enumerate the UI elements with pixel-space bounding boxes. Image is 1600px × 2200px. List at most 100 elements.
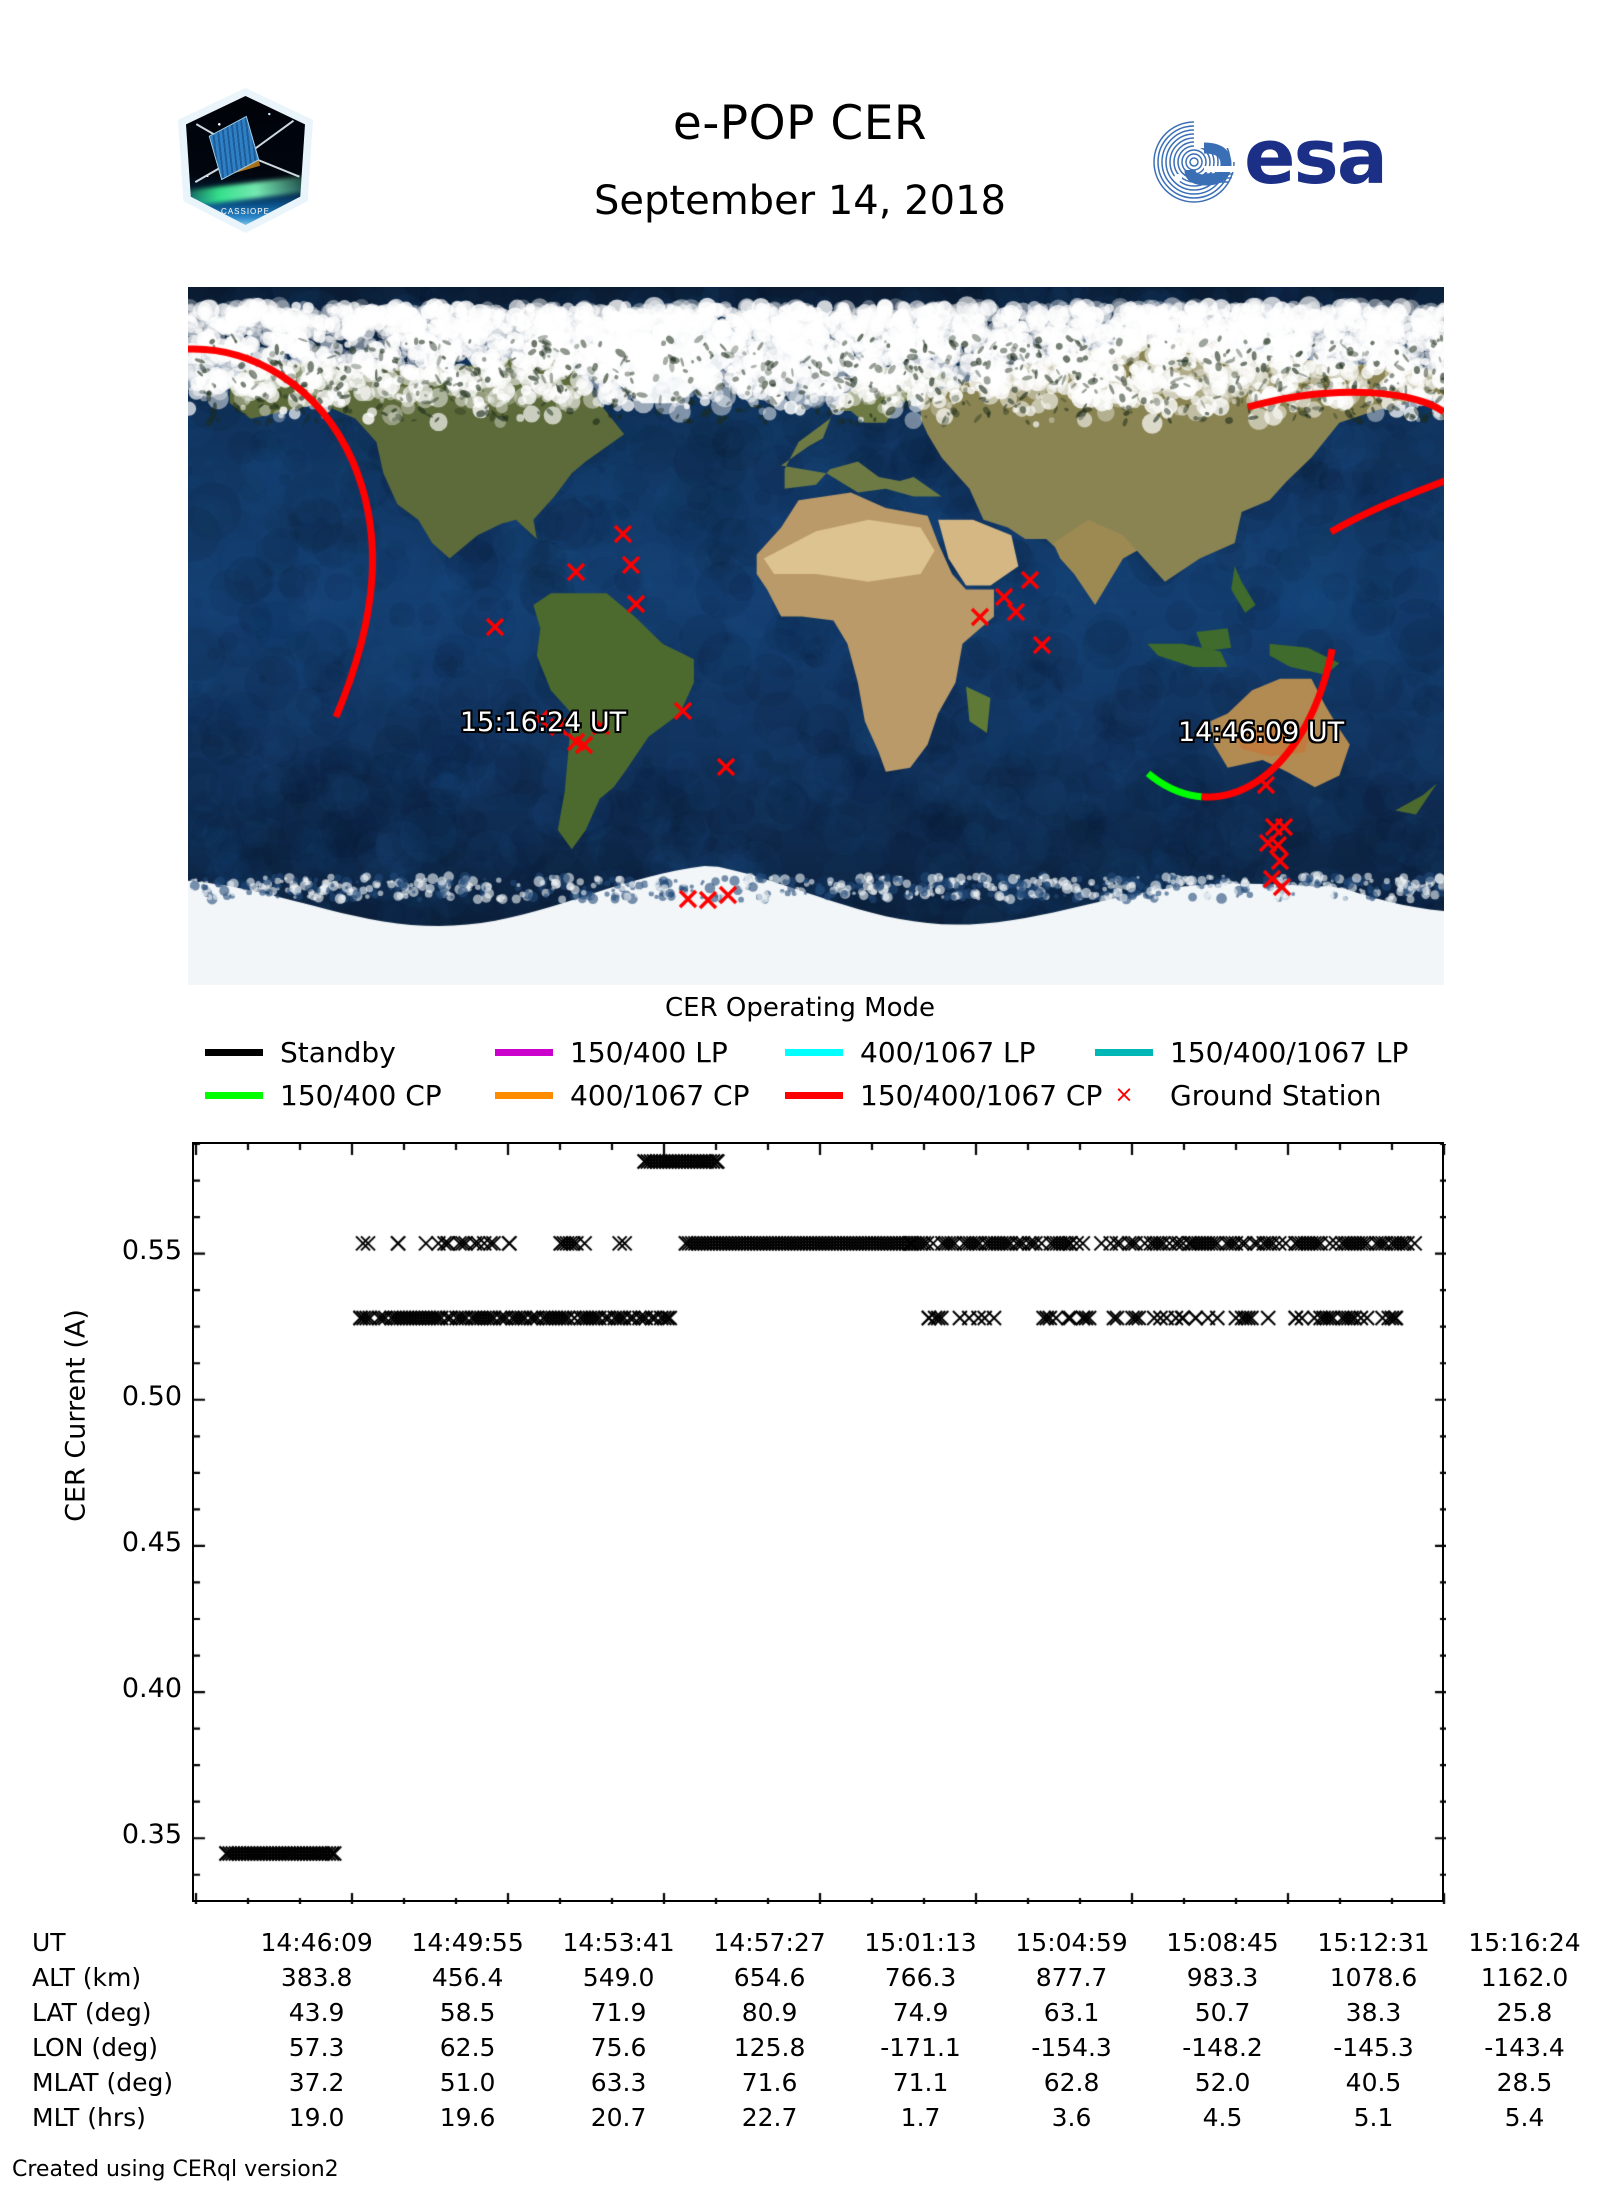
table-cell: 1162.0: [1480, 1963, 1569, 1992]
table-cell: -143.4: [1484, 2033, 1565, 2062]
table-row: UT 14:46:09 14:49:55 14:53:41 14:57:27 15:01:…: [0, 1925, 1600, 1960]
table-cell: 14:53:41: [562, 1928, 675, 1957]
legend-item-label: Ground Station: [1170, 1078, 1382, 1112]
table-cell: 5.1: [1353, 2103, 1394, 2132]
cer-current-plot: [192, 1142, 1446, 1904]
logo-hex-inner: CASSIOPE: [186, 96, 305, 225]
table-cell: 1078.6: [1329, 1963, 1418, 1992]
cassiope-logo-word: CASSIOPE: [221, 207, 270, 216]
operating-mode-legend: Standby 150/400 LP 400/1067 LP 150/400/1067…: [0, 1032, 1600, 1118]
table-cell: 58.5: [439, 1998, 496, 2027]
legend-item-label: Standby: [280, 1035, 396, 1069]
page-date: September 14, 2018: [594, 178, 1006, 224]
table-cell: 125.8: [733, 2033, 806, 2062]
table-row-label: MLAT (deg): [32, 2068, 174, 2097]
legend-item[interactable]: 150/400 LP: [495, 1032, 728, 1072]
table-cell: 3.6: [1051, 2103, 1092, 2132]
table-cell: 15:08:45: [1166, 1928, 1279, 1957]
y-axis-tick-label: 0.55: [121, 1234, 182, 1266]
legend-color-swatch: [205, 1091, 263, 1099]
table-cell: 19.0: [288, 2103, 345, 2132]
legend-item[interactable]: 150/400 CP: [205, 1075, 442, 1115]
legend-item[interactable]: 400/1067 LP: [785, 1032, 1036, 1072]
table-cell: 14:46:09: [260, 1928, 373, 1957]
legend-item[interactable]: 400/1067 CP: [495, 1075, 749, 1115]
map-caption: CER Operating Mode: [664, 993, 935, 1023]
table-cell: 50.7: [1194, 1998, 1251, 2027]
table-cell: 71.9: [590, 1998, 647, 2027]
legend-color-swatch: [785, 1048, 843, 1056]
y-axis-tick-label: 0.50: [121, 1380, 182, 1412]
table-cell: 63.3: [590, 2068, 647, 2097]
table-cell: 15:01:13: [864, 1928, 977, 1957]
cassiope-mission-logo: CASSIOPE: [178, 88, 313, 233]
table-cell: 766.3: [884, 1963, 957, 1992]
table-cell: 877.7: [1035, 1963, 1108, 1992]
table-cell: 51.0: [439, 2068, 496, 2097]
table-cell: 549.0: [582, 1963, 655, 1992]
table-cell: 74.9: [892, 1998, 949, 2027]
table-row-label: UT: [32, 1928, 66, 1957]
table-cell: -148.2: [1182, 2033, 1263, 2062]
table-cell: 25.8: [1496, 1998, 1553, 2027]
table-cell: 22.7: [741, 2103, 798, 2132]
table-cell: -154.3: [1031, 2033, 1112, 2062]
table-cell: 15:04:59: [1015, 1928, 1128, 1957]
table-cell: 37.2: [288, 2068, 345, 2097]
legend-item-label: 150/400 CP: [280, 1078, 442, 1112]
legend-color-swatch: [495, 1091, 553, 1099]
table-cell: 983.3: [1186, 1963, 1259, 1992]
table-cell: 19.6: [439, 2103, 496, 2132]
table-cell: 75.6: [590, 2033, 647, 2062]
y-axis-tick-label: 0.40: [121, 1673, 182, 1705]
ground-station-marker-icon: ×: [1114, 1081, 1134, 1108]
y-axis-tick-label: 0.35: [121, 1819, 182, 1851]
esa-wordmark: esa: [1244, 112, 1388, 201]
footer-credit: Created using CERql version2: [12, 2157, 339, 2182]
legend-color-swatch: [785, 1091, 843, 1099]
legend-item-label: 150/400/1067 CP: [860, 1078, 1103, 1112]
table-cell: 71.6: [741, 2068, 798, 2097]
table-cell: 383.8: [280, 1963, 353, 1992]
table-cell: 62.8: [1043, 2068, 1100, 2097]
legend-item-label: 150/400 LP: [570, 1035, 728, 1069]
table-row-label: LAT (deg): [32, 1998, 152, 2027]
table-cell: 63.1: [1043, 1998, 1100, 2027]
table-cell: 1.7: [900, 2103, 941, 2132]
esa-logo: esa: [1148, 114, 1438, 208]
legend-color-swatch: [205, 1048, 263, 1056]
legend-item[interactable]: 150/400/1067 CP: [785, 1075, 1102, 1115]
page-header: CASSIOPE e-POP CER September 14, 2018: [0, 0, 1600, 270]
legend-item-label: 400/1067 CP: [570, 1078, 750, 1112]
table-row-label: ALT (km): [32, 1963, 142, 1992]
table-cell: 43.9: [288, 1998, 345, 2027]
world-map: 15:16:24 UT 14:46:09 UT: [188, 287, 1444, 985]
table-cell: -171.1: [880, 2033, 961, 2062]
table-row: LON (deg) 57.3 62.5 75.6 125.8 -171.1 -154.3 -1…: [0, 2030, 1600, 2065]
legend-item[interactable]: × Ground Station: [1095, 1075, 1381, 1115]
table-cell: 654.6: [733, 1963, 806, 1992]
legend-item[interactable]: 150/400/1067 LP: [1095, 1032, 1408, 1072]
page-title: e-POP CER: [672, 96, 928, 151]
y-axis-label: CER Current (A): [60, 1309, 92, 1522]
table-cell: 71.1: [892, 2068, 949, 2097]
table-cell: 456.4: [431, 1963, 504, 1992]
table-row-label: LON (deg): [32, 2033, 158, 2062]
table-cell: 62.5: [439, 2033, 496, 2062]
table-row: MLAT (deg) 37.2 51.0 63.3 71.6 71.1 62.8 52.0 40…: [0, 2065, 1600, 2100]
map-canvas: [188, 287, 1444, 985]
y-axis-tick-label: 0.45: [121, 1526, 182, 1558]
table-cell: 28.5: [1496, 2068, 1553, 2097]
ephemeris-table: UT 14:46:09 14:49:55 14:53:41 14:57:27 15:01:…: [0, 1925, 1600, 2135]
plot-canvas: [194, 1144, 1446, 1904]
table-cell: 52.0: [1194, 2068, 1251, 2097]
table-cell: 15:12:31: [1317, 1928, 1430, 1957]
legend-row: Standby 150/400 LP 400/1067 LP 150/400/1067…: [0, 1032, 1600, 1072]
legend-item[interactable]: Standby: [205, 1032, 396, 1072]
table-row: ALT (km) 383.8 456.4 549.0 654.6 766.3 877.7 98…: [0, 1960, 1600, 1995]
table-cell: 5.4: [1504, 2103, 1545, 2132]
table-row-label: MLT (hrs): [32, 2103, 146, 2132]
legend-color-swatch: [1095, 1048, 1153, 1056]
table-cell: 15:16:24: [1468, 1928, 1581, 1957]
table-cell: 14:49:55: [411, 1928, 524, 1957]
